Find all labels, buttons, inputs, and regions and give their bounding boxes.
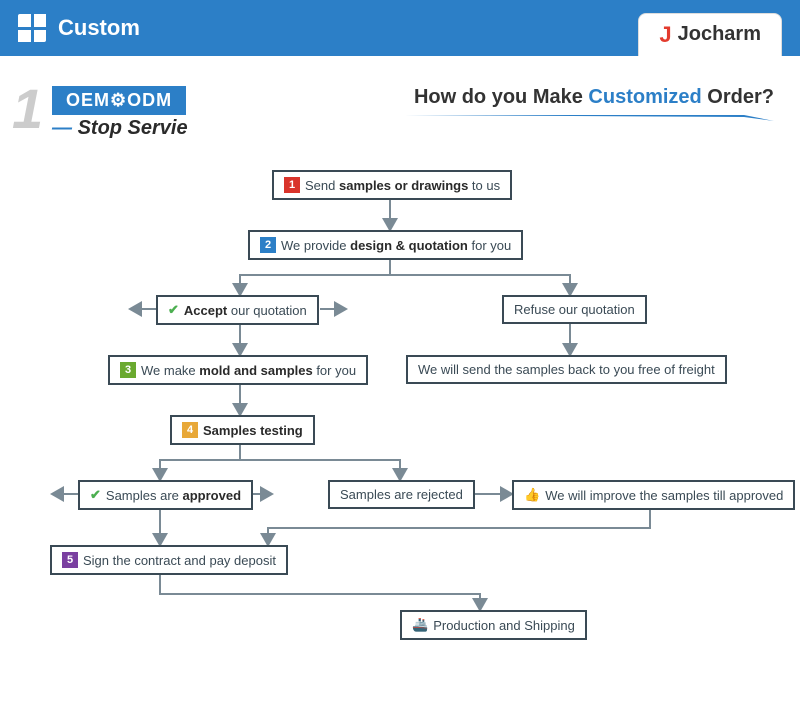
step-badge: 3 xyxy=(120,362,136,378)
grid-icon xyxy=(18,14,46,42)
flow-node-n4: Refuse our quotation xyxy=(502,295,647,324)
flow-node-n7: 4 Samples testing xyxy=(170,415,315,445)
brand-tab: J Jocharm xyxy=(638,13,782,56)
q-prefix: How do you Make xyxy=(414,86,588,108)
ship-icon: 🚢 xyxy=(412,617,428,633)
node-label: We provide design & quotation for you xyxy=(281,238,511,253)
check-icon: ✔ xyxy=(168,302,179,318)
brand-name: Jocharm xyxy=(678,23,761,46)
q-highlight: Customized xyxy=(588,86,701,108)
node-label: Accept our quotation xyxy=(184,303,307,318)
flow-node-n6: We will send the samples back to you fre… xyxy=(406,355,727,384)
question-block: How do you Make Customized Order? xyxy=(404,86,784,123)
big-number: 1 xyxy=(12,76,43,141)
node-label: Samples are rejected xyxy=(340,487,463,502)
q-suffix: Order? xyxy=(702,86,774,108)
flow-node-n10: 👍 We will improve the samples till approv… xyxy=(512,480,795,510)
step-badge: 4 xyxy=(182,422,198,438)
flow-node-n9: Samples are rejected xyxy=(328,480,475,509)
node-label: We will improve the samples till approve… xyxy=(545,488,783,503)
check-icon: ✔ xyxy=(90,487,101,503)
node-label: Samples testing xyxy=(203,423,303,438)
flow-node-n3: ✔ Accept our quotation xyxy=(156,295,319,325)
header-bar: Custom J Jocharm xyxy=(0,0,800,56)
header-title: Custom xyxy=(58,15,140,41)
underline-arrow-icon xyxy=(404,113,774,123)
flowchart: 1 Send samples or drawings to us 2 We provi… xyxy=(0,150,800,680)
tagline: Stop Servie xyxy=(52,117,188,140)
node-label: Send samples or drawings to us xyxy=(305,178,500,193)
flow-node-n1: 1 Send samples or drawings to us xyxy=(272,170,512,200)
brand-logo-icon: J xyxy=(659,22,671,48)
header-left: Custom xyxy=(18,14,140,42)
node-label: We will send the samples back to you fre… xyxy=(418,362,715,377)
step-badge: 1 xyxy=(284,177,300,193)
node-label: We make mold and samples for you xyxy=(141,363,356,378)
thumbs-up-icon: 👍 xyxy=(524,487,540,503)
flow-node-n8: ✔ Samples are approved xyxy=(78,480,253,510)
flow-node-n11: 5 Sign the contract and pay deposit xyxy=(50,545,288,575)
step-badge: 2 xyxy=(260,237,276,253)
flow-node-n5: 3 We make mold and samples for you xyxy=(108,355,368,385)
oem-badge: OEM⚙ODM xyxy=(52,86,186,115)
node-label: Samples are approved xyxy=(106,488,241,503)
flow-node-n12: 🚢 Production and Shipping xyxy=(400,610,587,640)
flow-node-n2: 2 We provide design & quotation for you xyxy=(248,230,523,260)
oem-logo-block: 1 OEM⚙ODM Stop Servie xyxy=(16,86,188,140)
node-label: Refuse our quotation xyxy=(514,302,635,317)
step-badge: 5 xyxy=(62,552,78,568)
node-label: Sign the contract and pay deposit xyxy=(83,553,276,568)
subheader: 1 OEM⚙ODM Stop Servie How do you Make Cu… xyxy=(0,56,800,150)
node-label: Production and Shipping xyxy=(433,618,575,633)
question-text: How do you Make Customized Order? xyxy=(404,86,774,109)
